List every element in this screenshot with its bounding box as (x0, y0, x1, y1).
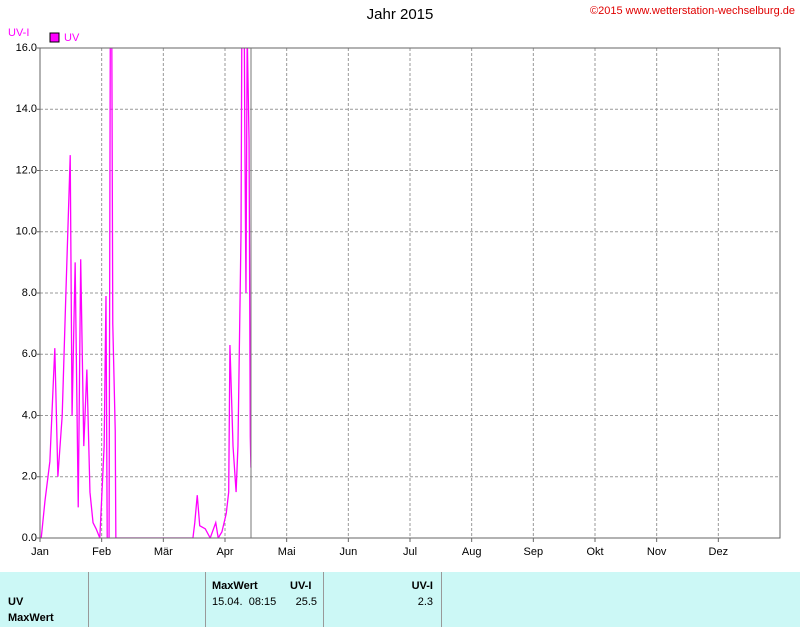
y-tick-label: 4.0 (22, 409, 37, 421)
x-tick-label: Sep (524, 546, 544, 558)
y-axis-label: UV-I (8, 27, 29, 39)
y-tick-label: 16.0 (16, 42, 37, 54)
header: UV-I (290, 580, 312, 592)
copyright: ©2015 www.wetterstation-wechselburg.de (590, 5, 795, 17)
x-tick-label: Nov (647, 546, 667, 558)
row-label: MaxWert (8, 612, 54, 624)
row-label: UV (8, 596, 24, 608)
table-col: MaxWert UV-I 15.04. 08:15 25.5 (206, 572, 324, 627)
table-col (88, 572, 206, 627)
y-tick-label: 0.0 (22, 532, 37, 544)
header: UV-I (411, 580, 433, 592)
x-tick-label: Apr (216, 546, 233, 558)
x-tick-label: Okt (586, 546, 603, 558)
max-date: 15.04. 08:15 (212, 596, 277, 608)
legend-label: UV (64, 32, 80, 44)
plot-frame (39, 47, 781, 539)
x-tick-label: Mai (278, 546, 296, 558)
x-tick-label: Dez (709, 546, 729, 558)
y-tick-label: 14.0 (16, 103, 37, 115)
legend-swatch (49, 32, 60, 43)
chart: Jahr 2015 ©2015 www.wetterstation-wechse… (8, 5, 795, 558)
y-tick-label: 10.0 (16, 226, 37, 238)
x-tick-label: Jun (339, 546, 357, 558)
summary-table: UV MaxWert MaxWert UV-I 15.04. 08:15 25.… (0, 572, 800, 627)
x-tick-label: Jan (31, 546, 49, 558)
x-tick-label: Aug (462, 546, 482, 558)
y-tick-label: 8.0 (22, 287, 37, 299)
chart-title: Jahr 2015 (367, 6, 434, 23)
y-tick-label: 12.0 (16, 164, 37, 176)
y-tick-label: 6.0 (22, 348, 37, 360)
current-value: 2.3 (417, 596, 433, 608)
x-tick-label: Jul (403, 546, 417, 558)
max-value: 25.5 (295, 596, 317, 608)
table-col: UV-I 2.3 (324, 572, 442, 627)
header: MaxWert (212, 580, 258, 592)
series-line (40, 48, 252, 538)
table-col: UV MaxWert (0, 572, 89, 627)
y-tick-label: 2.0 (22, 471, 37, 483)
x-tick-label: Feb (92, 546, 111, 558)
x-tick-label: Mär (154, 546, 173, 558)
